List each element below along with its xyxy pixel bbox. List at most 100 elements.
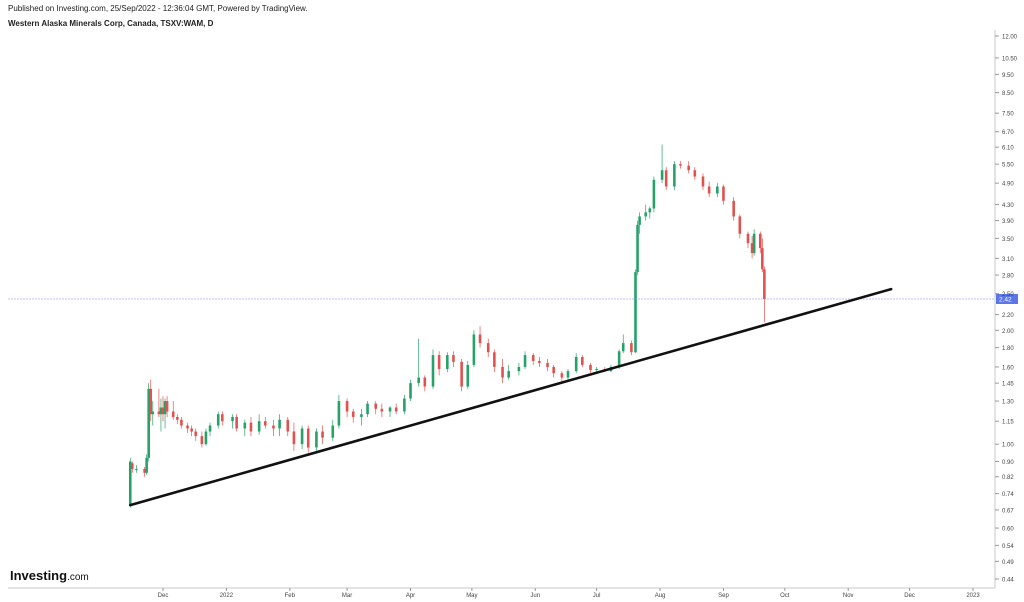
y-tick-label: 9.50 [1002, 73, 1014, 79]
candle-body [186, 425, 189, 429]
y-tick-label: 8.50 [1002, 91, 1014, 97]
x-tick-label: May [466, 593, 477, 599]
chart-overlay: 2.42 [8, 287, 1018, 507]
candle [380, 403, 384, 417]
x-tick-label: Apr [406, 593, 415, 599]
candle [257, 414, 261, 435]
y-tick-label: 2.20 [1002, 313, 1014, 319]
candle [300, 425, 304, 450]
candle-body [707, 186, 711, 194]
candle-body [574, 356, 578, 372]
candle [163, 398, 167, 429]
x-tick-label: Sep [718, 593, 729, 599]
candle-body [159, 407, 163, 415]
y-tick-label: 2.50 [1002, 292, 1014, 298]
y-tick-label: 1.60 [1002, 365, 1014, 371]
y-tick-label: 1.00 [1002, 443, 1014, 449]
candle-body [331, 425, 335, 438]
candle [145, 454, 148, 475]
candle [204, 428, 208, 446]
candle-body [452, 355, 455, 362]
candle-body [374, 403, 378, 409]
candle-body [200, 436, 204, 445]
candle-body [486, 343, 490, 353]
candle [194, 428, 198, 441]
candle [409, 379, 412, 402]
y-tick-label: 1.45 [1002, 382, 1014, 388]
candle-body [190, 428, 193, 432]
candle [417, 338, 420, 387]
candle [286, 416, 290, 437]
candle-body [165, 401, 169, 412]
candle-body [321, 431, 324, 438]
y-tick-label: 0.44 [1002, 578, 1014, 584]
candle [249, 416, 253, 437]
candle [278, 414, 281, 437]
y-tick-label: 12.00 [1002, 35, 1018, 41]
x-tick-label: 2023 [966, 593, 980, 599]
candle-body [478, 334, 482, 344]
candle-body [366, 403, 369, 415]
chart-title: Western Alaska Minerals Corp, Canada, TS… [8, 19, 214, 28]
candle [763, 266, 766, 323]
candle-body [417, 377, 420, 384]
candle [507, 364, 510, 380]
candle [648, 206, 652, 219]
candle-body [752, 233, 756, 254]
investing-logo[interactable]: Investing.com [10, 568, 89, 583]
logo-main: Investing [10, 568, 68, 583]
candle [388, 406, 392, 417]
candle [652, 176, 656, 213]
candle-body [581, 356, 584, 365]
candle [366, 401, 369, 417]
candle [746, 231, 750, 249]
y-tick-label: 2.80 [1002, 274, 1014, 280]
x-tick-label: Oct [780, 593, 790, 599]
candle [151, 401, 155, 426]
y-tick-label: 1.80 [1002, 346, 1014, 352]
candle [423, 375, 427, 392]
y-tick-label: 0.90 [1002, 460, 1014, 466]
candle-body [446, 355, 449, 370]
candle [552, 364, 555, 378]
candle [638, 212, 641, 234]
x-axis[interactable]: Dec 2022 Feb Mar Apr May Jun Jul Aug Sep Oct Nov Dec… [8, 587, 995, 599]
x-tick-label: Feb [285, 593, 296, 599]
candle-body [687, 165, 690, 171]
candle [147, 383, 150, 462]
candle-body [315, 431, 318, 448]
y-tick-label: 10.50 [1002, 56, 1018, 62]
candle-body [738, 216, 742, 234]
candle [437, 351, 441, 376]
y-axis[interactable]: 12.00 10.50 9.50 8.50 7.50 6.70 6.10 5.50 4.90 4.… [994, 30, 1018, 588]
candle-body [388, 407, 392, 412]
candle-body [306, 428, 310, 448]
candle [478, 326, 482, 348]
candle [221, 411, 224, 426]
candle-body [466, 364, 470, 387]
y-tick-label: 0.67 [1002, 508, 1014, 514]
candle [176, 414, 179, 425]
candle [235, 414, 238, 432]
candle-body [249, 422, 253, 432]
candle-body [617, 351, 621, 367]
candle-body [652, 179, 656, 209]
candle-body [403, 398, 406, 412]
candle-body [634, 272, 637, 353]
candle-body [423, 377, 427, 387]
candle-body [722, 186, 725, 201]
candle-body [135, 468, 138, 470]
x-tick-label: Jul [593, 593, 601, 599]
candle [186, 422, 189, 434]
candle [566, 369, 570, 380]
candle [231, 414, 234, 429]
candle [149, 379, 153, 422]
logo-suffix: .com [67, 572, 89, 583]
candle-body [664, 170, 668, 187]
x-tick-label: Aug [655, 593, 666, 599]
candle-body [151, 411, 155, 415]
candle-body [286, 419, 290, 432]
candle-body [292, 431, 296, 445]
candle [180, 416, 183, 429]
